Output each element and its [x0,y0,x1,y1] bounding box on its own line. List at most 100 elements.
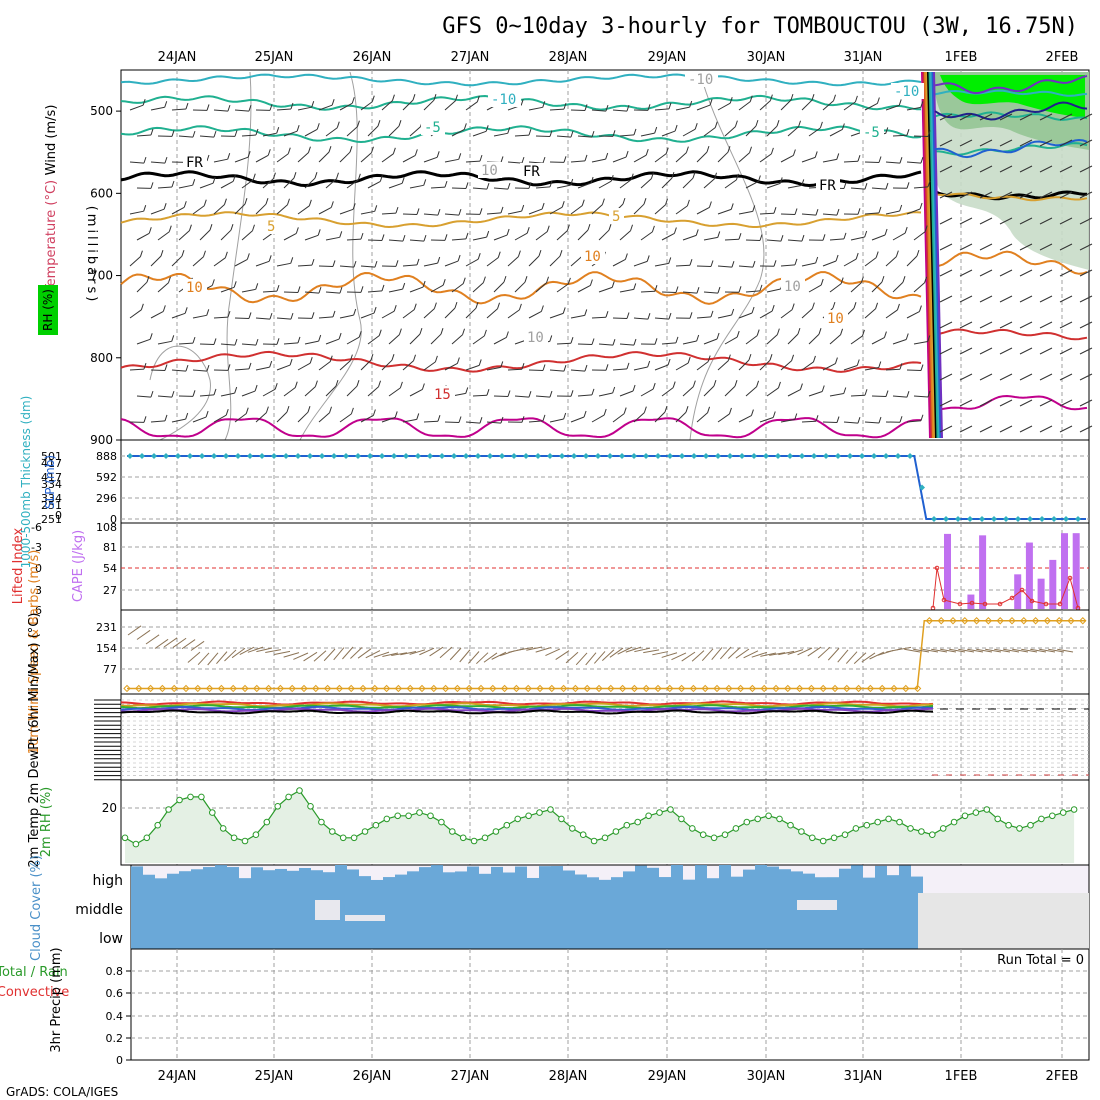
wind-barb [717,265,732,268]
slp-marker [535,453,541,459]
wind-barb [682,177,694,189]
wind-barb [1079,295,1093,303]
wind-barb [748,353,752,361]
pressure-tick-label: 500 [90,104,113,118]
wind-barb-10m [517,647,534,651]
wind-barb [542,414,546,422]
wind-barb [794,413,798,420]
slp-marker [655,453,661,459]
wind-speed-marker [618,684,627,693]
wind-barb [234,203,246,215]
wind-barb [482,276,486,283]
wind-barb-10m [913,648,930,653]
wind-barb [409,286,424,293]
rh2m-point [819,837,827,845]
wind-barb [819,121,823,129]
label-bg [781,278,805,294]
wind-barb [776,328,780,335]
wind-barb [577,285,591,293]
thickness-label: 1000-500mb Thickness (dm) [19,396,33,569]
wind-barb [377,119,381,127]
rh2m-point [950,818,958,826]
wind-speed-marker [288,684,296,693]
wind-speed-marker [441,684,450,693]
wind-barb [402,418,417,423]
wind-barb-10m [817,646,831,659]
wind-barb [402,234,406,242]
rh2m-point [252,831,260,839]
wind-barb [416,208,420,215]
wind-barb [686,199,690,207]
wind-barb [272,172,276,179]
wind-barb [297,411,309,423]
cloud-high [839,868,851,893]
wind-barb [297,362,311,371]
temperature-contour [934,75,1088,95]
wind-barb-10m [555,650,570,660]
wind-barb-10m [797,647,813,656]
wind-barb [906,391,910,398]
wind-barb [444,363,458,371]
wind-barb [751,306,755,314]
wind-barb [939,373,953,381]
wind-barb [570,178,574,186]
wind-barb [276,317,291,320]
wind-barb [714,172,717,179]
date-axis-top: 24JAN 25JAN 26JAN 27JAN 28JAN 29JAN 30JAN 31JAN… [158,50,1079,65]
rh2m-point [1016,825,1023,832]
wind-barb-10m [727,647,741,659]
wind-barb [143,205,147,212]
wind-barb [651,225,655,233]
wind-barb [587,223,591,231]
wind-barb [1019,295,1033,303]
wind-barb [349,146,353,153]
wind-barb [654,317,669,320]
wind-barb [287,198,290,205]
lifted-index-point [1057,601,1063,607]
wind-barb-10m [400,651,417,656]
cloud-high [875,865,887,893]
cloud-high [467,866,479,893]
wind-barb [605,104,609,112]
wind-barb [1059,139,1073,147]
wind-barb [857,208,861,215]
wind-barb [192,179,196,186]
label-bg [581,248,605,264]
wind-barb-10m [545,648,561,657]
slp-marker [1075,516,1081,522]
wind-barb [640,290,656,293]
wind-barb-10m [1012,648,1029,653]
wind-barb [836,153,840,160]
wind-barb [924,276,928,283]
wind-barb [412,93,416,101]
contour-label: 5 [267,219,275,235]
wind-barb [979,217,993,225]
wind-barb [885,127,889,134]
wind-barb [276,262,291,267]
wind-barb [885,309,898,319]
wind-barb [939,321,953,329]
wind-barb [150,420,165,423]
wind-barb [696,104,711,111]
wind-barb [507,368,523,371]
wind-barb [834,357,838,364]
wind-barb [570,369,585,372]
wind-barb [317,229,321,236]
slp-marker [271,453,277,459]
wind-barb [780,155,794,163]
wind-barb [864,389,868,396]
wind-barb [640,388,654,397]
wind-speed-marker [371,684,379,693]
rh2m-point [459,834,467,842]
wind-barb-10m [231,647,246,659]
wind-barb [413,303,417,310]
wind-barb [979,295,993,303]
wind-barb [787,389,801,397]
wind-barb [856,359,860,366]
wind-barb [477,253,481,260]
wind-barb [979,373,993,381]
rh2m-point [612,828,620,835]
wind-barb-10m [922,648,939,653]
wind-barb [780,99,792,111]
